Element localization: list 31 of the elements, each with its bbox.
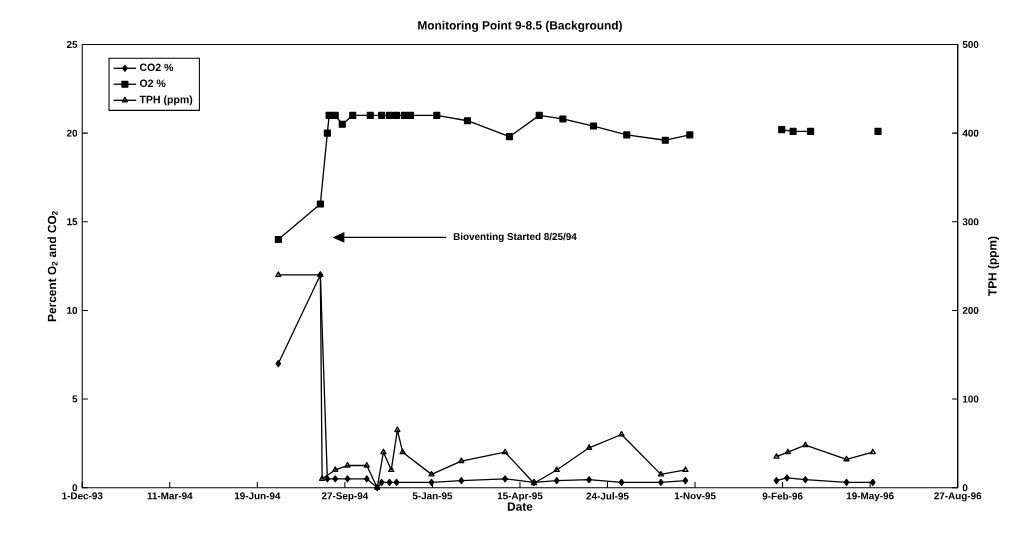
x-tick-label: 24-Jul-95 <box>586 492 629 500</box>
x-tick-label: 5-Jan-95 <box>412 492 453 500</box>
annotation: Bioventing Started 8/25/94 <box>453 232 577 242</box>
legend-label: CO2 % <box>139 63 174 71</box>
x-tick-label: 15-Apr-95 <box>497 492 543 502</box>
y2-axis-title: TPH (ppm) <box>987 236 999 296</box>
x-tick-label: 9-Feb-96 <box>762 492 803 500</box>
x-tick-label: 1-Nov-95 <box>674 492 716 500</box>
y2-tick-label: 200 <box>962 306 979 314</box>
y2-tick-label: 0 <box>962 484 968 492</box>
x-tick-label: 1-Dec-93 <box>62 492 103 500</box>
x-tick-label: 19-May-96 <box>846 492 894 502</box>
x-axis-title: Date <box>507 502 533 511</box>
legend-label: TPH (ppm) <box>139 95 193 106</box>
y-tick-label: 5 <box>72 395 78 403</box>
y-tick-label: 25 <box>66 40 78 48</box>
y2-tick-label: 400 <box>962 129 979 137</box>
y-tick-label: 0 <box>72 484 78 492</box>
x-tick-label: 11-Mar-94 <box>147 492 193 500</box>
y-axis-title: Percent O$_{2}$ and CO$_{2}$ <box>47 211 58 322</box>
y2-tick-label: 300 <box>962 218 979 226</box>
chart-title: Monitoring Point 9-8.5 (Background) <box>418 20 622 32</box>
y2-tick-label: 100 <box>962 395 979 403</box>
x-tick-label: 27-Aug-96 <box>934 492 982 502</box>
y-tick-label: 15 <box>67 218 78 226</box>
y-tick-label: 10 <box>67 306 78 314</box>
x-tick-label: 27-Sep-94 <box>321 492 369 502</box>
y2-tick-label: 500 <box>962 40 979 48</box>
x-tick-label: 19-Jun-94 <box>234 492 281 500</box>
y-tick-label: 20 <box>66 129 78 137</box>
legend-label: O2 % <box>139 79 166 87</box>
